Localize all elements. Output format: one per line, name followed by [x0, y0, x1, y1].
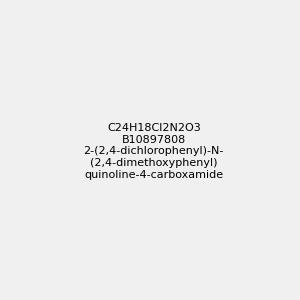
- Text: C24H18Cl2N2O3
B10897808
2-(2,4-dichlorophenyl)-N-
(2,4-dimethoxyphenyl)
quinolin: C24H18Cl2N2O3 B10897808 2-(2,4-dichlorop…: [84, 123, 224, 180]
